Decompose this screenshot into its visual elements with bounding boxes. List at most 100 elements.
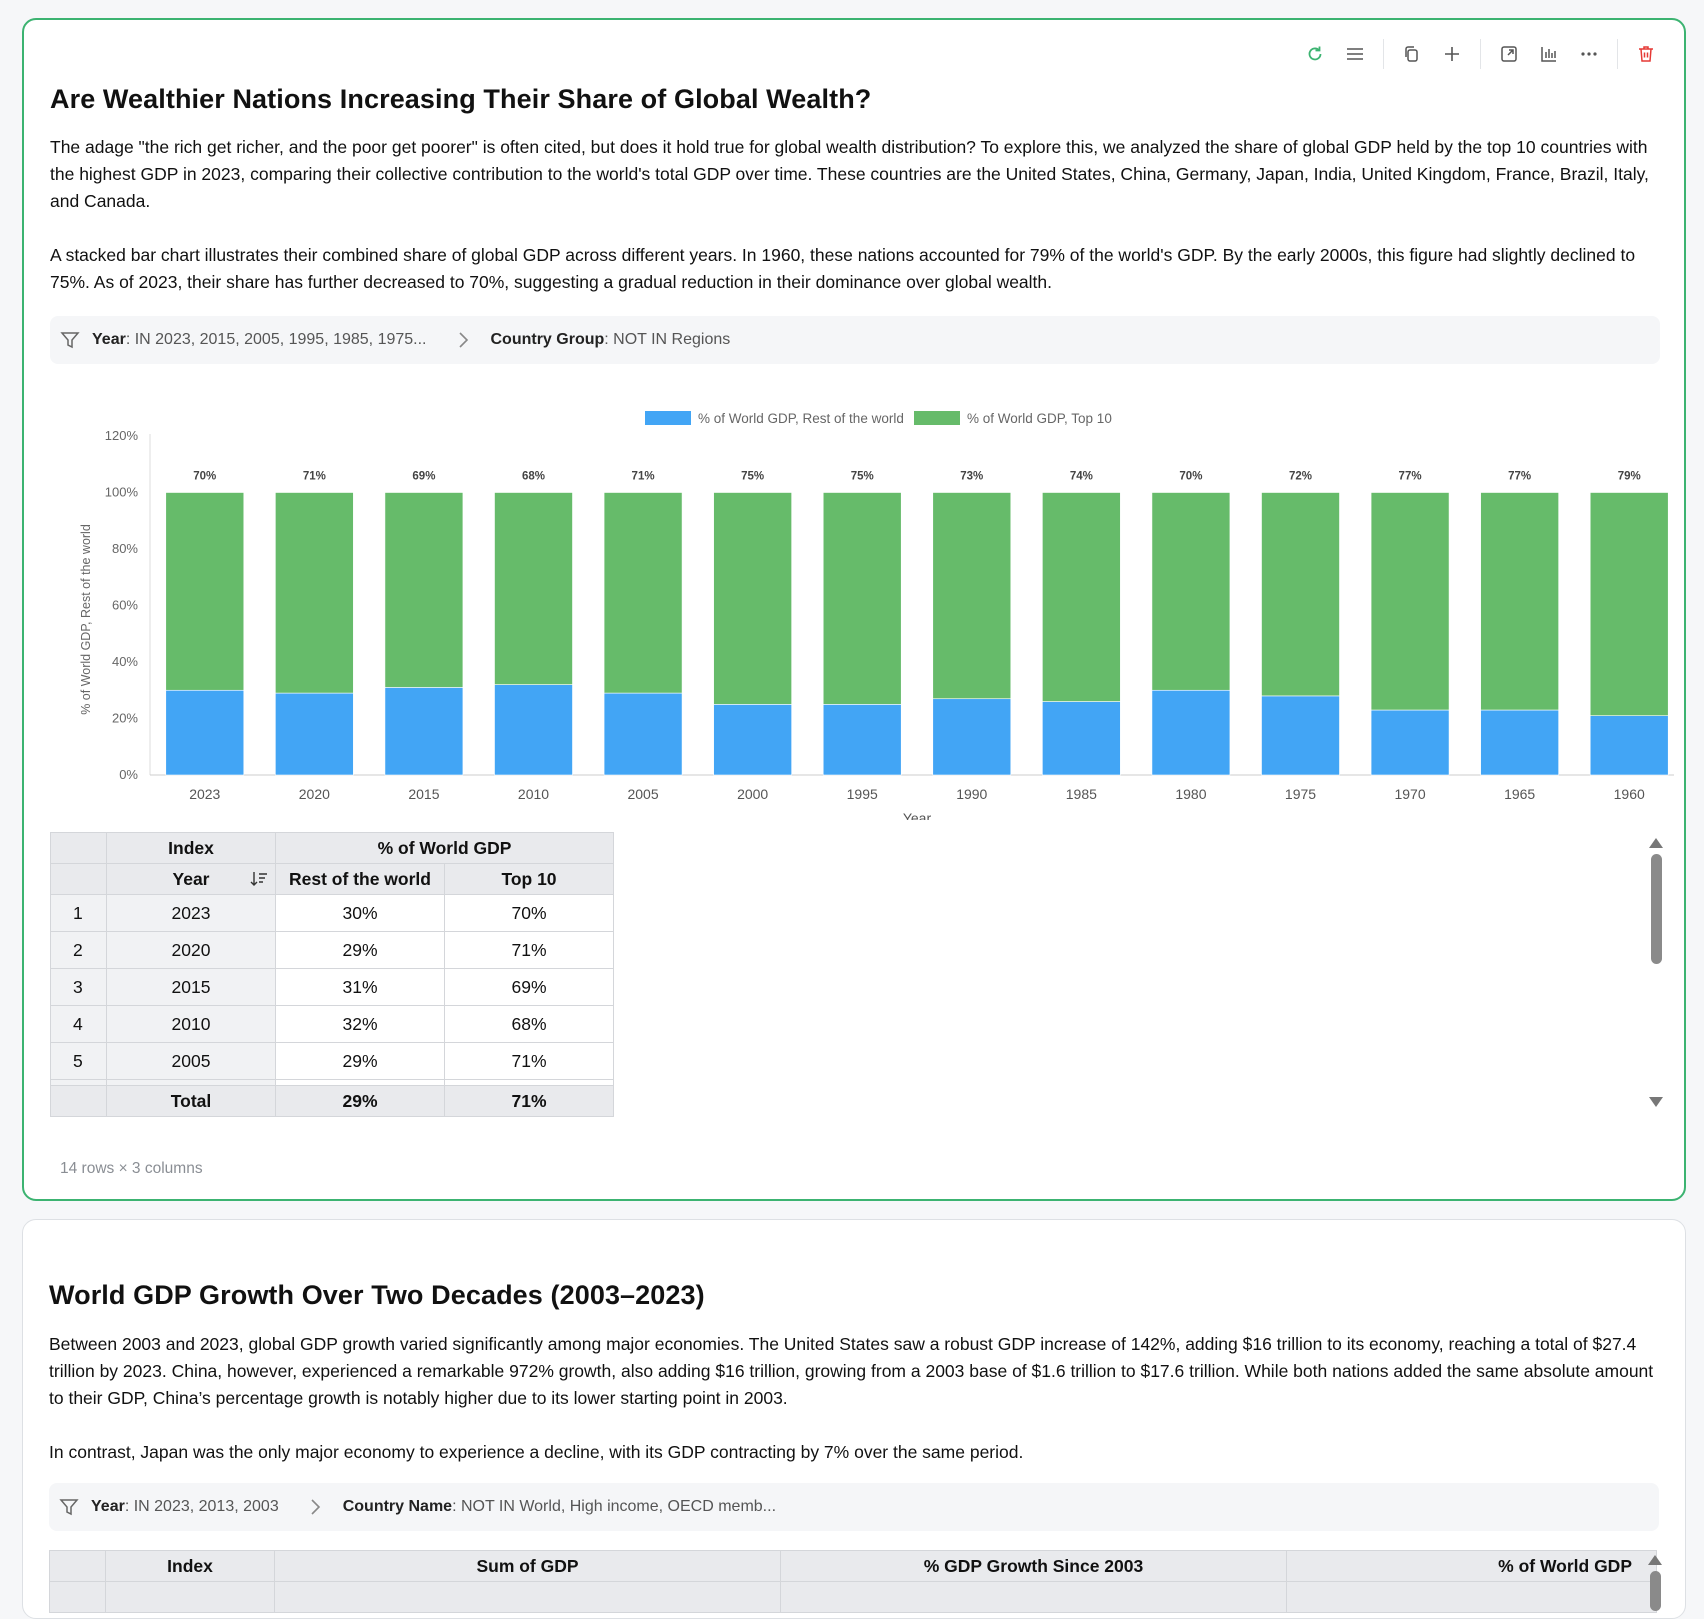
total-row: Total 29% 71%	[50, 1085, 614, 1117]
filter-year[interactable]: Year: IN 2023, 2015, 2005, 1995, 1985, 1…	[92, 331, 427, 348]
header-world-gdp: % of World GDP	[1286, 1550, 1657, 1582]
refresh-button[interactable]	[1295, 38, 1335, 70]
corner-cell	[50, 863, 107, 895]
cell-year: 2023	[106, 894, 276, 932]
y-tick-label: 40%	[112, 654, 138, 669]
x-tick-label: 1995	[847, 786, 878, 802]
stacked-bar-chart: 0% 20% 40% 60% 80% 100% 120% % of World GDP, Re…	[79, 411, 1674, 820]
description-paragraph: A stacked bar chart illustrates their co…	[50, 245, 1636, 292]
expand-button[interactable]	[1489, 38, 1529, 70]
data-label: 69%	[412, 471, 435, 483]
table-scrollbar[interactable]	[1647, 1555, 1663, 1615]
header-top-10[interactable]: Top 10	[444, 863, 614, 895]
bar-top-10	[494, 492, 573, 685]
cell-top-10: 70%	[444, 894, 614, 932]
header-rest-of-world[interactable]: Rest of the world	[275, 863, 445, 895]
expand-icon	[1501, 46, 1517, 62]
table-row: 1 2023 30% 70%	[50, 894, 614, 932]
cell-rest-of-world: 31%	[275, 968, 445, 1006]
bar-rest-of-world	[1261, 695, 1340, 776]
filter-icon	[59, 1497, 79, 1517]
sort-descending-icon[interactable]	[249, 870, 269, 893]
cell-rest-of-world: 32%	[275, 1005, 445, 1043]
cell-rest-of-world: 30%	[275, 894, 445, 932]
plus-icon	[1445, 47, 1459, 61]
delete-button[interactable]	[1626, 38, 1666, 70]
scroll-thumb[interactable]	[1650, 854, 1662, 964]
filter-country-group[interactable]: Country Group: NOT IN Regions	[490, 331, 731, 348]
bar-top-10	[822, 492, 902, 705]
refresh-icon	[1308, 46, 1322, 61]
bar-top-10	[1042, 492, 1121, 702]
bar-top-10	[1589, 492, 1669, 716]
total-top-10: 71%	[444, 1085, 614, 1117]
bar-rest-of-world	[1151, 689, 1231, 776]
y-tick-label: 0%	[119, 767, 138, 782]
scroll-thumb[interactable]	[1649, 1571, 1661, 1611]
y-tick-label: 100%	[105, 485, 139, 500]
cell-rest-of-world: 29%	[275, 1042, 445, 1080]
duplicate-button[interactable]	[1392, 38, 1432, 70]
chart-button[interactable]	[1529, 38, 1569, 70]
menu-button[interactable]	[1335, 38, 1375, 70]
filter-icon	[60, 330, 80, 350]
filter-bar[interactable]: Year: IN 2023, 2015, 2005, 1995, 1985, 1…	[50, 316, 1660, 364]
legend-swatch	[645, 411, 691, 425]
bar-rest-of-world	[1370, 709, 1450, 776]
bar-top-10	[275, 492, 354, 694]
x-tick-label: 1990	[956, 786, 987, 802]
scroll-up-icon[interactable]	[1649, 838, 1663, 848]
cell-top-10: 68%	[444, 1005, 614, 1043]
card-title: World GDP Growth Over Two Decades (2003–…	[49, 1280, 705, 1310]
x-axis-label: Year	[903, 810, 932, 820]
y-tick-label: 120%	[105, 428, 139, 443]
data-label: 75%	[741, 471, 764, 483]
description-paragraph: Between 2003 and 2023, global GDP growth…	[49, 1334, 1654, 1408]
toolbar-divider	[1383, 39, 1384, 69]
filter-country-name[interactable]: Country Name: NOT IN World, High income,…	[342, 1498, 777, 1515]
legend-label: % of World GDP, Top 10	[967, 411, 1112, 426]
x-tick-label: 2005	[627, 786, 658, 802]
more-button[interactable]	[1569, 38, 1609, 70]
scroll-up-icon[interactable]	[1648, 1555, 1662, 1565]
row-number: 2	[50, 931, 107, 969]
x-tick-label: 1980	[1175, 786, 1206, 802]
data-label: 75%	[851, 471, 874, 483]
card-title: Are Wealthier Nations Increasing Their S…	[50, 84, 872, 114]
bar-rest-of-world	[384, 687, 464, 776]
data-table: Index Sum of GDP % GDP Growth Since 2003…	[49, 1550, 1657, 1613]
y-tick-label: 60%	[112, 598, 138, 613]
cell-top-10: 71%	[444, 931, 614, 969]
filter-bar[interactable]: Year: IN 2023, 2013, 2003 Country Name: …	[49, 1483, 1659, 1531]
data-label: 79%	[1618, 471, 1641, 483]
bar-top-10	[1261, 492, 1340, 697]
y-tick-label: 80%	[112, 541, 138, 556]
y-tick-label: 20%	[112, 711, 138, 726]
scroll-down-icon[interactable]	[1649, 1097, 1663, 1107]
x-tick-label: 2000	[737, 786, 768, 802]
x-tick-label: 2023	[189, 786, 220, 802]
chevron-right-icon	[457, 331, 469, 349]
header-year[interactable]: Year	[106, 863, 276, 895]
cell-top-10: 69%	[444, 968, 614, 1006]
table-scrollbar[interactable]	[1648, 838, 1664, 1130]
data-table: Index % of World GDP Year Rest of the wo…	[50, 832, 614, 1117]
cell-top-10: 71%	[444, 1042, 614, 1080]
data-label: 70%	[193, 471, 216, 483]
cell-year: 2020	[106, 931, 276, 969]
table-row: 4 2010 32% 68%	[50, 1005, 614, 1043]
filter-year[interactable]: Year: IN 2023, 2013, 2003	[91, 1498, 279, 1515]
x-tick-label: 2010	[518, 786, 549, 802]
trash-icon	[1639, 46, 1653, 62]
row-number: 1	[50, 894, 107, 932]
bar-rest-of-world	[275, 692, 354, 776]
copy-icon	[1405, 46, 1418, 62]
bar-top-10	[384, 492, 464, 688]
header-group: % of World GDP	[275, 832, 614, 864]
cell-year: 2005	[106, 1042, 276, 1080]
menu-icon	[1347, 48, 1363, 60]
header-index: Index	[106, 832, 276, 864]
add-button[interactable]	[1432, 38, 1472, 70]
data-label: 72%	[1289, 471, 1312, 483]
corner-cell	[50, 832, 107, 864]
